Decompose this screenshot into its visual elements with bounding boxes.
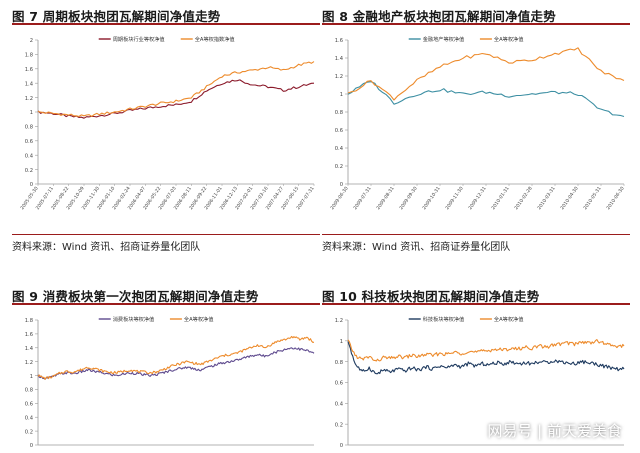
y-tick-label: 0.2: [25, 168, 33, 174]
legend-label: 消费板块等权净值: [113, 315, 155, 323]
series-line-2: [347, 47, 625, 101]
y-tick-label: 0: [340, 443, 343, 449]
y-tick-label: 0.6: [335, 128, 343, 134]
source-note: 资料来源：Wind 资讯、招商证券量化团队: [322, 242, 511, 253]
chart-plot-fig9: 0 0.2 0.4 0.6 0.8 1 1.2 1.4 1.6 1.8 消费板块等权净值 全A等权净值: [25, 315, 315, 449]
y-tick-label: 1.4: [335, 56, 344, 62]
x-tick-label: 2009-09-30: [398, 186, 418, 211]
chart-panel-fig9: 图 9 消费板块第一次抱团瓦解期间净值走势 0 0.2 0.4 0.6 0.8 1 1.2 1…: [12, 286, 320, 453]
chart-panel-fig8: 图 8 金融地产板块抱团瓦解期间净值走势 0 0.2 0.4 0.6 0.8 1 1.2 1.…: [322, 6, 630, 256]
y-tick-label: 0.4: [25, 153, 34, 159]
series-line-2: [37, 61, 315, 118]
y-tick-label: 0.6: [25, 139, 33, 145]
y-tick-label: 1: [30, 374, 33, 380]
chart-title: 图 7 周期板块抱团瓦解期间净值走势: [12, 9, 221, 24]
y-tick-label: 0.2: [335, 164, 343, 170]
source-rule: [12, 234, 320, 235]
title-rule: [322, 23, 630, 25]
series-line-2: [347, 339, 625, 362]
x-tick-label: 2009-12-31: [467, 186, 487, 211]
series-line-1: [347, 81, 625, 118]
x-tick-label: 2010-03-31: [536, 186, 556, 211]
y-tick-label: 0.2: [335, 422, 343, 428]
legend-label: 金融地产等权净值: [423, 35, 465, 43]
x-tick-label: 2010-02-28: [513, 186, 533, 211]
chart-panel-fig10: 图 10 科技板块抱团瓦解期间净值走势 0 0.2 0.4 0.6 0.8 1 1.2 科技板…: [322, 286, 630, 453]
y-tick-label: 1: [340, 339, 343, 345]
y-tick-label: 1: [340, 92, 343, 98]
y-tick-label: 0.6: [25, 402, 33, 408]
y-tick-label: 1.2: [335, 74, 343, 80]
x-tick-label: 2010-05-31: [582, 186, 602, 211]
y-tick-label: 1.8: [25, 318, 33, 324]
x-tick-label: 2009-10-31: [421, 186, 441, 211]
chart-title: 图 9 消费板块第一次抱团瓦解期间净值走势: [12, 289, 259, 304]
y-tick-label: 1.6: [25, 332, 33, 338]
series-line-1: [37, 347, 315, 380]
legend-label: 全A等权净值: [184, 315, 214, 323]
chart-title: 图 8 金融地产板块抱团瓦解期间净值走势: [322, 9, 556, 24]
source-note: 资料来源：Wind 资讯、招商证券量化团队: [12, 242, 201, 253]
y-tick-label: 1.6: [335, 38, 343, 44]
y-tick-label: 0: [30, 443, 33, 449]
x-tick-label: 2009-07-31: [352, 186, 372, 211]
y-tick-label: 1.4: [25, 346, 34, 352]
x-tick-label: 2009-06-30: [329, 186, 349, 211]
y-tick-label: 0.8: [335, 360, 343, 366]
y-tick-label: 1.6: [25, 67, 33, 73]
y-tick-label: 1.8: [25, 53, 33, 59]
y-tick-label: 1: [30, 110, 33, 116]
x-tick-label: 2010-06-30: [605, 186, 625, 211]
y-tick-label: 1.2: [25, 360, 33, 366]
legend-label: 周期板块行业等权净值: [113, 35, 165, 43]
legend-label: 全A等权净值: [494, 35, 524, 43]
title-rule: [322, 303, 630, 305]
y-tick-label: 0.4: [25, 415, 34, 421]
chart-plot-fig8: 0 0.2 0.4 0.6 0.8 1 1.2 1.4 1.6 2009-06-30 2009-07…: [329, 35, 625, 211]
y-tick-label: 0.6: [335, 381, 343, 387]
y-tick-label: 0.8: [25, 388, 33, 394]
y-tick-label: 1.2: [335, 318, 343, 324]
chart-panel-fig7: 图 7 周期板块抱团瓦解期间净值走势 0 0.2 0.4 0.6 0.8 1 1.2 1.4 1…: [12, 6, 320, 256]
x-tick-label: 2009-11-30: [444, 186, 464, 211]
y-tick-label: 0.4: [335, 146, 344, 152]
y-tick-label: 0: [30, 182, 33, 188]
x-tick-label: 2010-01-31: [490, 186, 510, 211]
chart-title: 图 10 科技板块抱团瓦解期间净值走势: [322, 289, 540, 304]
y-tick-label: 0.4: [335, 402, 344, 408]
y-tick-label: 0.8: [25, 125, 33, 131]
y-tick-label: 0.8: [335, 110, 343, 116]
title-rule: [12, 303, 320, 305]
legend-label: 全A等权指数净值: [195, 35, 235, 43]
title-rule: [12, 23, 320, 25]
source-rule: [322, 234, 630, 235]
series-line-2: [37, 335, 315, 380]
series-line-1: [37, 79, 315, 119]
legend-label: 科技板块等权净值: [423, 315, 465, 323]
chart-plot-fig10: 0 0.2 0.4 0.6 0.8 1 1.2 科技板块等权净值 全A等权净值: [335, 315, 625, 449]
y-tick-label: 0.2: [25, 429, 33, 435]
x-tick-label: 2010-04-30: [559, 186, 579, 211]
legend-label: 全A等权净值: [494, 315, 524, 323]
y-tick-label: 0: [340, 182, 343, 188]
y-tick-label: 1.4: [25, 81, 34, 87]
y-tick-label: 2: [30, 38, 33, 44]
x-tick-label: 2009-08-31: [375, 186, 395, 211]
y-tick-label: 1.2: [25, 96, 33, 102]
series-line-1: [347, 341, 625, 375]
watermark: 网易号 | 前天爱美食: [487, 422, 622, 440]
chart-plot-fig7: 00.20.40.60.811.21.41.61.822005-05-30200…: [19, 35, 315, 211]
